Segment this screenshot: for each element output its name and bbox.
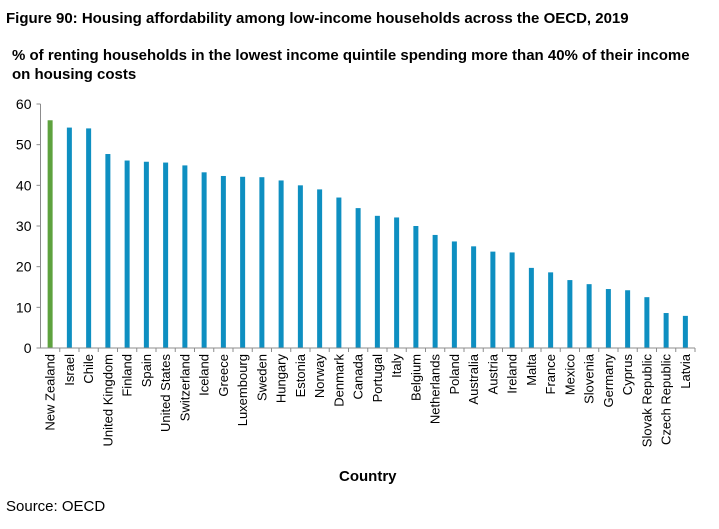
x-tick-label: Luxembourg [235,354,250,426]
x-tick-label: Belgium [408,354,423,401]
bar [47,120,53,349]
y-tick-label: 60 [16,96,32,112]
bars [47,120,688,349]
bar [143,161,149,348]
bar [182,165,188,348]
x-axis: New Zealand Israel Chile United Kingdom Finl… [40,347,696,448]
y-axis: 0 10 20 30 40 50 60 [16,96,41,356]
x-tick-label: Poland [447,354,462,394]
bar [66,127,72,348]
x-tick-label: New Zealand [43,354,58,431]
x-tick-label: France [543,354,558,394]
bar [509,252,515,348]
bar [682,315,688,348]
bar [471,246,477,348]
x-tick-label: United States [158,354,173,433]
bar [413,226,419,348]
y-tick-label: 50 [16,137,32,153]
bar [297,185,303,348]
x-tick-label: Iceland [197,354,212,396]
bar [317,189,323,348]
x-tick-label: Australia [466,353,481,404]
x-tick-label: Cyprus [620,354,635,396]
x-tick-label: Sweden [254,354,269,401]
x-tick-label: Czech Republic [659,354,674,446]
bar [374,215,380,348]
x-tick-label: Malta [524,353,539,386]
source-note: Source: OECD [6,498,106,515]
x-tick-label: Latvia [678,353,693,388]
x-tick-label: Austria [485,353,500,394]
bar [432,234,438,348]
x-tick-label: Slovenia [582,353,597,404]
x-tick-label: Israel [62,354,77,386]
bar [105,154,111,348]
bar [605,289,611,348]
x-tick-label: Switzerland [177,354,192,421]
bar [355,208,361,348]
x-tick-label: Hungary [274,354,289,404]
y-tick-label: 0 [24,340,32,356]
x-tick-label: Greece [216,354,231,397]
bar [663,313,669,348]
x-tick-label: Spain [139,354,154,387]
bar [528,267,534,348]
x-tick-label: Italy [389,354,404,378]
x-tick-label: United Kingdom [100,354,115,447]
bar [567,280,573,348]
bar [451,241,457,348]
x-tick-label: Netherlands [428,354,443,425]
bar [259,177,265,348]
bar [240,176,246,348]
y-tick-label: 10 [16,299,32,315]
x-tick-label: Norway [312,354,327,399]
y-tick-label: 30 [16,218,32,234]
bar [201,172,207,348]
x-tick-label: Portugal [370,354,385,403]
bar [625,290,631,348]
x-tick-label: Denmark [331,354,346,407]
x-tick-label: Canada [351,353,366,399]
x-tick-label: Ireland [505,354,520,394]
bar [220,175,226,348]
x-tick-label: Mexico [562,354,577,395]
bar [394,217,400,348]
bar [644,297,650,348]
bar [336,197,342,348]
x-tick-label: Germany [601,354,616,408]
bar [490,251,496,348]
y-tick-label: 20 [16,259,32,275]
x-axis-title: Country [339,468,397,485]
chart-title: % of renting households in the lowest in… [12,47,690,83]
bar [548,272,554,348]
bar [163,162,169,348]
y-tick-label: 40 [16,177,32,193]
bar [278,180,284,348]
bar [124,160,130,348]
x-tick-label: Finland [120,354,135,397]
figure-title: Figure 90: Housing affordability among l… [6,10,629,27]
x-tick-label: Slovak Republic [639,354,654,448]
bar [86,128,92,348]
x-tick-label: Chile [81,354,96,384]
bar [586,284,592,348]
x-tick-label: Estonia [293,353,308,397]
